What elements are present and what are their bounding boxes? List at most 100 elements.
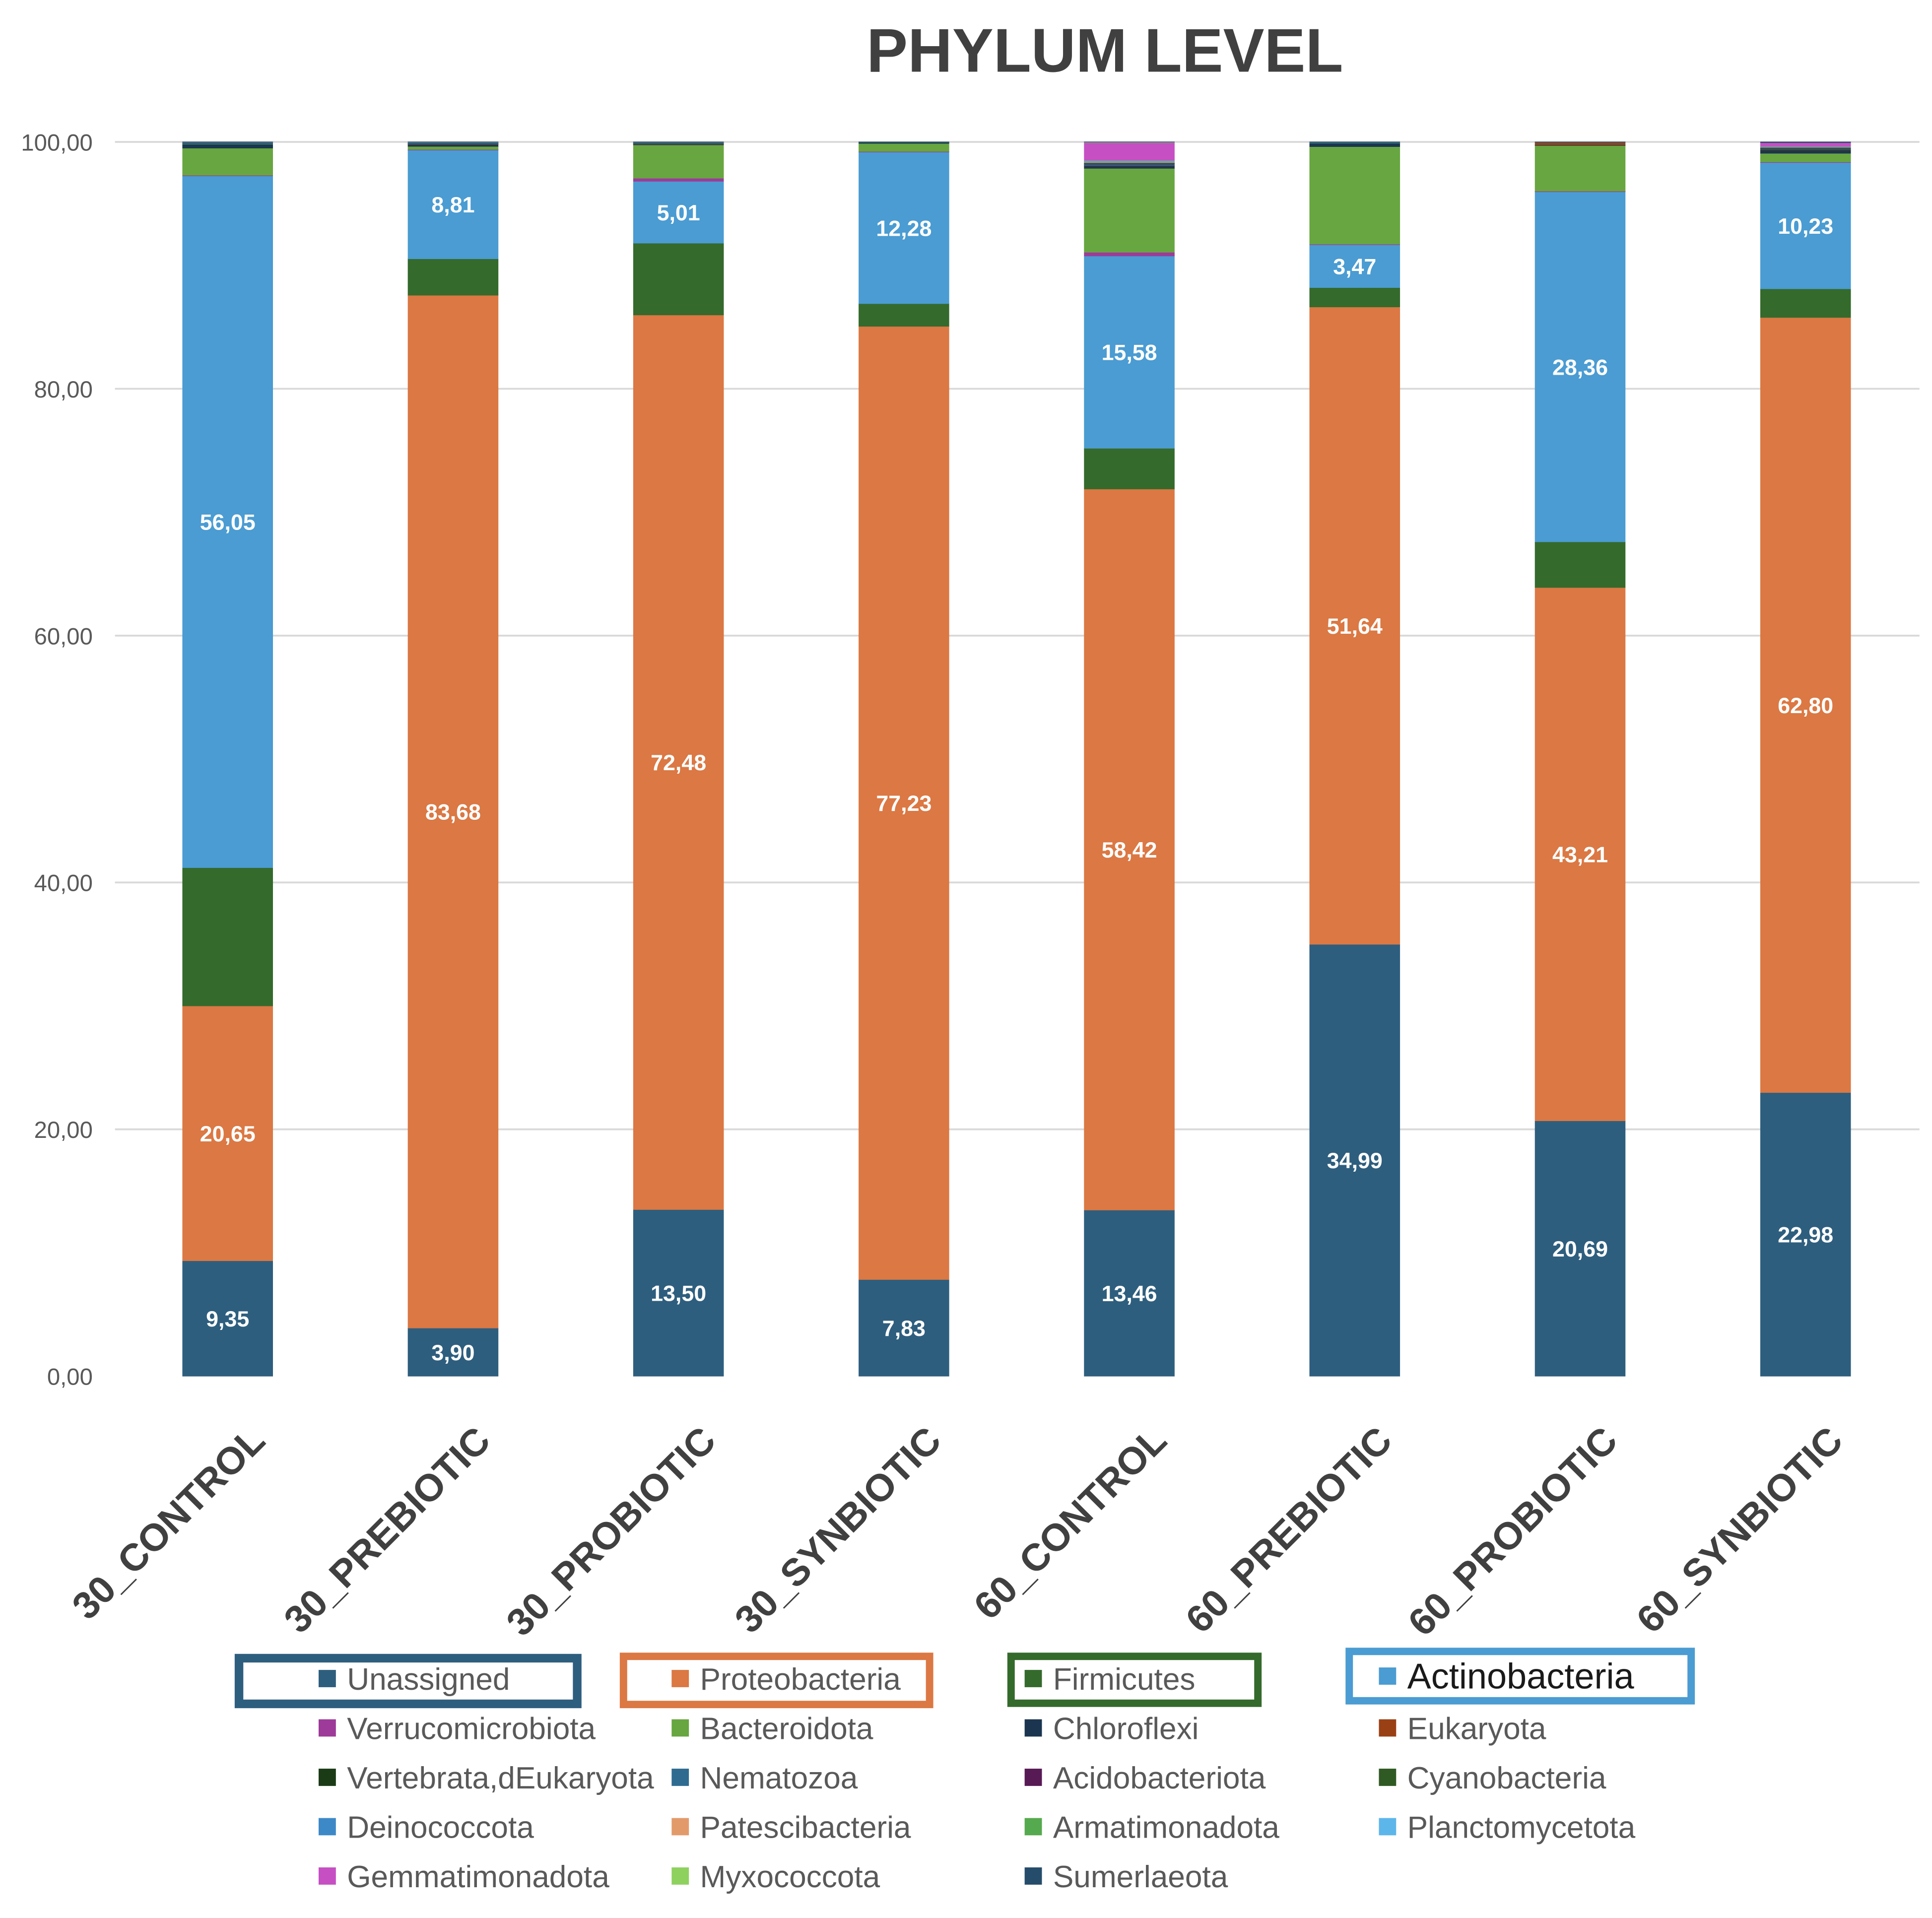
data-label-60-probiotic-proteobacteria: 43,21	[1552, 842, 1608, 867]
data-label-30-synbiotic-actinobacteria: 12,28	[876, 216, 932, 241]
bar-segment-30-probiotic-unassigned	[633, 1209, 724, 1377]
legend-item-sumerlaeota: Sumerlaeota	[1024, 1860, 1228, 1894]
bar-segment-60-prebiotic-proteobacteria	[1309, 307, 1400, 945]
bar-segment-60-control-chloroflexi	[1084, 165, 1175, 169]
data-label-30-probiotic-unassigned: 13,50	[651, 1281, 706, 1306]
data-label-30-prebiotic-unassigned: 3,90	[431, 1340, 474, 1365]
bar-segment-60-synbiotic-chloroflexi	[1760, 150, 1851, 154]
bar-segment-30-prebiotic-actinobacteria	[407, 149, 499, 260]
bar-segment-30-prebiotic-proteobacteria	[407, 295, 499, 1328]
legend-item-chloroflexi: Chloroflexi	[1024, 1712, 1199, 1746]
y-tick-label: 0,00	[47, 1364, 93, 1390]
data-label-30-control-proteobacteria: 20,65	[200, 1122, 256, 1146]
bar-segment-60-synbiotic-actinobacteria	[1760, 162, 1851, 289]
bar-segment-30-prebiotic-bacteroidota	[407, 146, 499, 150]
data-label-60-control-actinobacteria: 15,58	[1102, 340, 1157, 365]
bar-segment-60-probiotic-eukaryota	[1534, 142, 1626, 145]
legend: Unassigned Proteobacteria Firmicutes Actino…	[234, 1648, 1695, 1894]
bar-segment-30-control-actinobacteria	[182, 175, 273, 868]
bar-segment-60-prebiotic-actinobacteria	[1309, 244, 1400, 288]
y-tick-label: 60,00	[34, 623, 93, 650]
legend-highlight-box-actinobacteria	[1345, 1648, 1695, 1705]
legend-label: Verrucomicrobiota	[347, 1712, 596, 1746]
bar-segment-60-prebiotic-unassigned	[1309, 944, 1400, 1377]
chart-title: PHYLUM LEVEL	[866, 16, 1343, 85]
bar-segment-60-control-gemmatimonadota	[1084, 142, 1175, 161]
legend-label: Chloroflexi	[1053, 1712, 1199, 1746]
bar-segment-30-control-unassigned	[182, 1260, 273, 1377]
bar-segment-60-synbiotic-proteobacteria	[1760, 317, 1851, 1093]
bar-segment-60-prebiotic-firmicutes	[1309, 287, 1400, 308]
bar-segment-30-probiotic-proteobacteria	[633, 315, 724, 1210]
bar-segment-30-prebiotic-chloroflexi	[407, 144, 499, 147]
bar-segment-60-control-actinobacteria	[1084, 256, 1175, 449]
data-label-60-probiotic-unassigned: 20,69	[1552, 1237, 1608, 1261]
data-label-30-prebiotic-proteobacteria: 83,68	[425, 800, 481, 825]
bar-segment-30-synbiotic-unassigned	[859, 1279, 949, 1377]
legend-label: Eukaryota	[1407, 1712, 1546, 1746]
data-label-60-control-proteobacteria: 58,42	[1102, 838, 1157, 862]
legend-item-proteobacteria: Proteobacteria	[671, 1662, 901, 1697]
legend-label: Firmicutes	[1053, 1662, 1196, 1697]
bar-segment-60-probiotic-bacteroidota	[1534, 145, 1626, 192]
data-label-30-synbiotic-unassigned: 7,83	[882, 1316, 926, 1341]
legend-marker	[671, 1867, 689, 1885]
data-labels: 9,35 20,65 56,05 3,90 83,68 8,81 13,50 72,48 5,0…	[200, 193, 1833, 1365]
legend-label: Actinobacteria	[1407, 1656, 1635, 1696]
legend-item-nematozoa: Nematozoa	[671, 1761, 858, 1795]
legend-marker	[671, 1818, 689, 1836]
legend-item-armatimonadota: Armatimonadota	[1024, 1810, 1279, 1845]
bars	[182, 141, 1851, 1377]
legend-highlight-box-unassigned	[234, 1653, 582, 1709]
legend-label: Cyanobacteria	[1407, 1761, 1606, 1795]
bar-segment-60-synbiotic-unassigned	[1760, 1092, 1851, 1377]
legend-label: Bacteroidota	[700, 1712, 873, 1746]
legend-marker	[671, 1769, 689, 1786]
legend-marker	[1024, 1769, 1042, 1786]
legend-marker	[671, 1719, 689, 1737]
bar-segment-30-control-proteobacteria	[182, 1005, 273, 1261]
legend-label: Myxococcota	[700, 1860, 880, 1894]
legend-label: Gemmatimonadota	[347, 1860, 609, 1894]
data-label-30-prebiotic-actinobacteria: 8,81	[431, 193, 474, 217]
bar-segment-60-probiotic-proteobacteria	[1534, 587, 1626, 1122]
bar-segment-60-control-bacteroidota	[1084, 168, 1175, 253]
bar-segment-30-prebiotic-unassigned	[407, 1327, 499, 1377]
legend-item-patescibacteria: Patescibacteria	[671, 1810, 911, 1845]
data-label-30-synbiotic-proteobacteria: 77,23	[876, 791, 932, 816]
y-tick-label: 80,00	[34, 377, 93, 403]
bar-segment-30-probiotic-actinobacteria	[633, 181, 724, 244]
legend-label: Acidobacteriota	[1053, 1761, 1266, 1795]
legend-marker	[319, 1867, 336, 1885]
legend-label: Nematozoa	[700, 1761, 858, 1795]
data-label-30-probiotic-proteobacteria: 72,48	[651, 750, 706, 775]
legend-marker	[1024, 1867, 1042, 1885]
legend-marker	[1379, 1818, 1397, 1836]
bar-segment-30-probiotic-verrucomicrobiota	[633, 178, 724, 182]
legend-item-gemmatimonadota: Gemmatimonadota	[319, 1860, 609, 1894]
bar-segment-60-probiotic-actinobacteria	[1534, 192, 1626, 542]
legend-marker	[1024, 1818, 1042, 1836]
legend-marker	[1024, 1719, 1042, 1737]
bar-segment-60-control-verrucomicrobiota	[1084, 252, 1175, 257]
y-tick-label: 20,00	[34, 1117, 93, 1143]
bar-segment-60-control-unassigned	[1084, 1209, 1175, 1377]
legend-item-vertebrata-deukaryota: Vertebrata,dEukaryota	[319, 1761, 654, 1795]
bar-segment-60-synbiotic-firmicutes	[1760, 288, 1851, 318]
legend-item-eukaryota: Eukaryota	[1379, 1712, 1546, 1746]
data-label-60-prebiotic-proteobacteria: 51,64	[1327, 614, 1383, 639]
legend-label: Planctomycetota	[1407, 1810, 1636, 1845]
bar-segment-60-synbiotic-gemmatimonadota	[1760, 142, 1851, 147]
bar-segment-60-synbiotic-bacteroidota	[1760, 153, 1851, 162]
legend-label: Patescibacteria	[700, 1810, 911, 1845]
legend-item-planctomycetota: Planctomycetota	[1379, 1810, 1636, 1845]
legend-item-actinobacteria: Actinobacteria	[1379, 1656, 1634, 1696]
y-axis: 0,00 20,00 40,00 60,00 80,00 100,00	[21, 130, 93, 1390]
legend-label: Unassigned	[347, 1662, 510, 1697]
legend-item-bacteroidota: Bacteroidota	[671, 1712, 873, 1746]
legend-item-acidobacteriota: Acidobacteriota	[1024, 1761, 1266, 1795]
bar-segment-60-control-firmicutes	[1084, 448, 1175, 489]
legend-marker	[671, 1670, 689, 1687]
